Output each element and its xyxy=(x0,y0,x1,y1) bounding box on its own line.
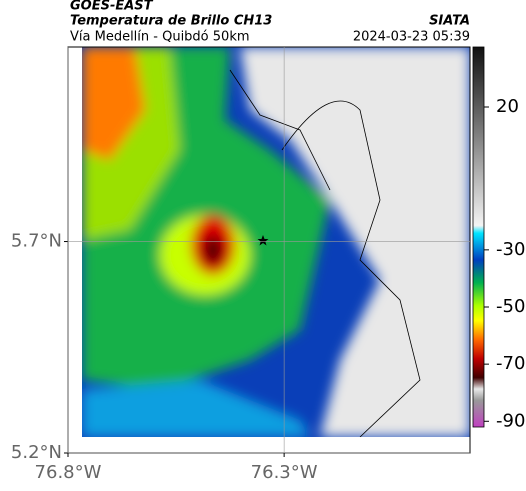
title: Temperatura de Brillo CH13 xyxy=(70,14,272,29)
satellite-image xyxy=(82,47,470,437)
coastline xyxy=(281,100,421,437)
clear-land xyxy=(240,47,470,437)
subtitle: Vía Medellín - Quibdó 50km xyxy=(70,30,250,45)
x-tick-label: 76.3°W xyxy=(251,462,318,483)
colorbar-tick-label: -50 xyxy=(496,296,525,317)
location-star xyxy=(257,235,269,246)
colorbar-tick-label: -90 xyxy=(496,410,525,431)
x-tick-label: 76.8°W xyxy=(35,462,102,483)
cyan-region xyxy=(82,380,310,437)
colorbar-tick-label: -30 xyxy=(496,239,525,260)
dark-core xyxy=(203,235,223,265)
satellite: GOES-EAST xyxy=(70,0,154,14)
border xyxy=(229,69,331,191)
colorbar-tick-label: 20 xyxy=(496,96,519,117)
datetime: 2024-03-23 05:39 xyxy=(353,30,470,45)
y-tick-label: 5.2°N xyxy=(11,442,62,463)
y-tick-label: 5.7°N xyxy=(11,231,62,252)
colorbar-tick-label: -70 xyxy=(496,353,525,374)
orange-region xyxy=(82,47,145,160)
colorbar xyxy=(472,46,485,428)
source: SIATA xyxy=(429,14,470,29)
